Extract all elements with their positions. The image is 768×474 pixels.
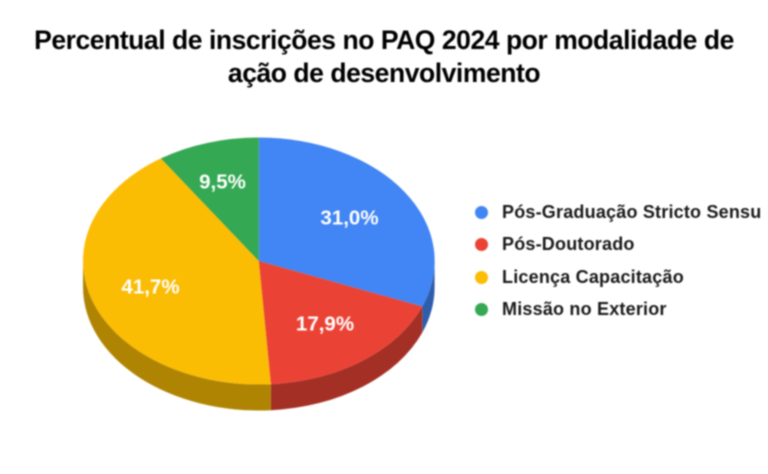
- svg-text:9,5%: 9,5%: [199, 170, 246, 193]
- svg-text:31,0%: 31,0%: [320, 206, 378, 229]
- svg-text:41,7%: 41,7%: [121, 275, 179, 298]
- svg-text:17,9%: 17,9%: [296, 312, 354, 335]
